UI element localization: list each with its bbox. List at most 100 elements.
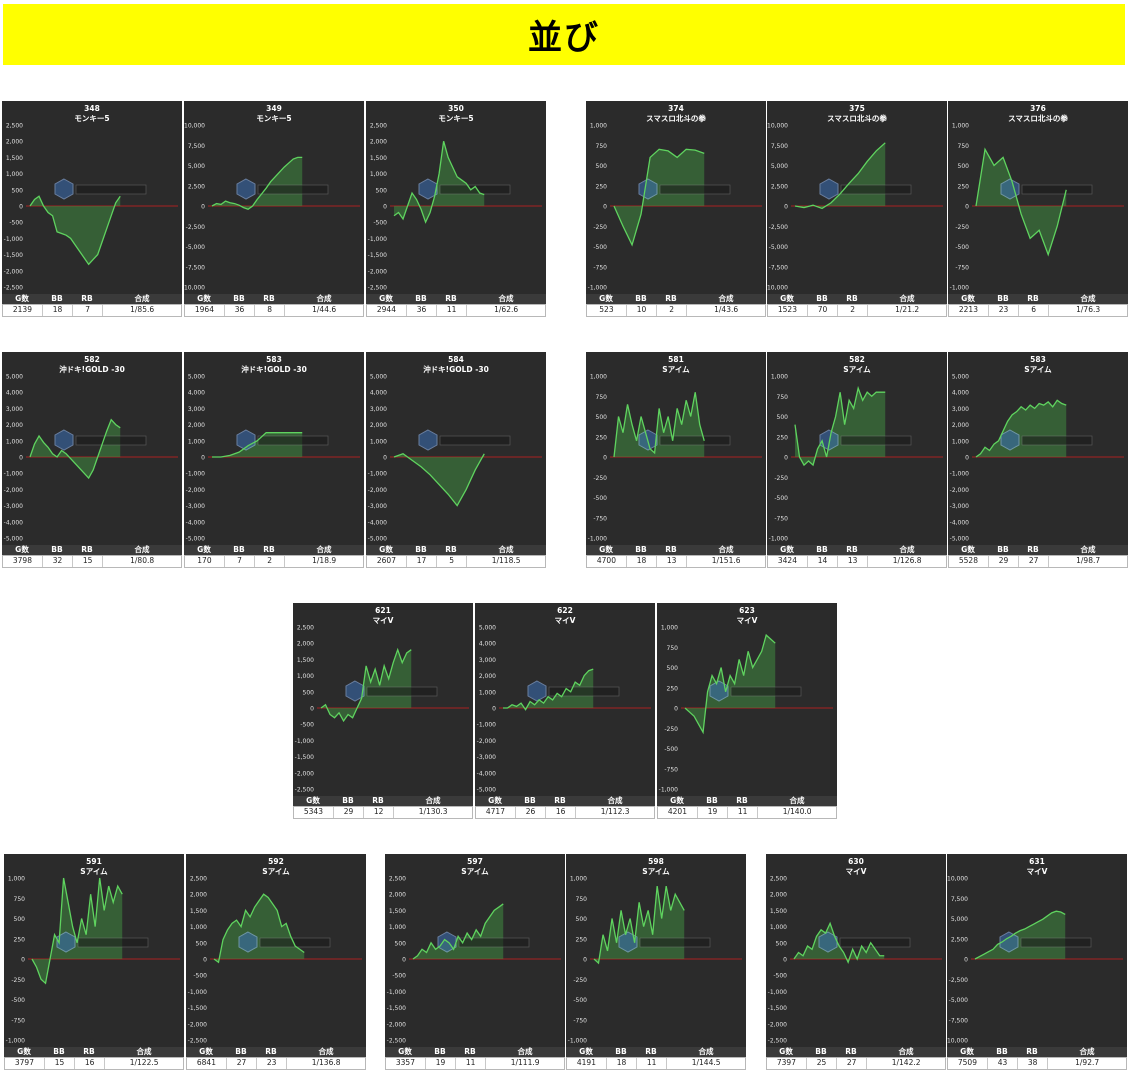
y-tick-label: -1,000 <box>588 285 608 292</box>
chart-panel-582: 582 沖ドキ!GOLD -30 5,000 4,000 3,000 2,000 1,000… <box>2 352 182 568</box>
chart-panel-598: 598 Sアイム 1,000 750 500 250 0 -250 -500 -750 -1,000… <box>566 854 746 1070</box>
rb-header: RB <box>445 294 457 303</box>
y-tick-label: -2,000 <box>186 487 206 494</box>
chart-panel-597: 597 Sアイム 2,500 2,000 1,500 1,000 500 0 -500 -1,00… <box>385 854 565 1070</box>
y-tick-label: 2,000 <box>370 139 387 146</box>
series-line <box>213 893 305 964</box>
series-area <box>685 635 776 733</box>
machine-number: 582 <box>84 355 100 364</box>
y-tick-label: -2,500 <box>387 1038 407 1045</box>
series-line <box>593 885 685 965</box>
chart-panel-583: 583 沖ドキ!GOLD -30 5,000 4,000 3,000 2,000 1,000… <box>184 352 364 568</box>
y-tick-label: -2,500 <box>186 224 206 231</box>
chart-plot-area: 583 Sアイム 5,000 4,000 3,000 2,000 1,000 0 -1,000 -… <box>948 352 1128 545</box>
chart-panel-375: 375 スマスロ北斗の拳 10,000 7,500 5,000 2,500 0 -2,500 -… <box>767 101 947 317</box>
y-tick-label: -1,000 <box>6 1038 26 1045</box>
y-tick-label: 0 <box>201 204 205 211</box>
y-tick-label: 250 <box>958 183 970 190</box>
y-tick-label: -5,000 <box>186 244 206 251</box>
rb-value: 11 <box>637 1058 668 1069</box>
machine-number: 583 <box>266 355 282 364</box>
y-tick-label: 1,000 <box>479 689 496 696</box>
stats-value-row: 3357 19 11 1/111.9 <box>385 1057 565 1070</box>
bb-header: BB <box>342 796 354 805</box>
chart-panel-350: 350 モンキー5 2,500 2,000 1,500 1,000 500 0 -500 -1,0… <box>366 101 546 317</box>
rb-value: 7 <box>73 305 104 316</box>
y-tick-label: 500 <box>395 940 407 947</box>
chart-svg: 10,000 7,500 5,000 2,500 0 -2,500 -5,000 -7,500… <box>767 123 943 292</box>
chart-panel-584: 584 沖ドキ!GOLD -30 5,000 4,000 3,000 2,000 1,000… <box>366 352 546 568</box>
chart-panel-348: 348 モンキー5 2,500 2,000 1,500 1,000 500 0 -500 -1,0… <box>2 101 182 317</box>
y-tick-label: 5,000 <box>6 374 23 381</box>
machine-number: 349 <box>266 104 282 113</box>
total-header: 合成 <box>1080 545 1096 554</box>
y-tick-label: 1,500 <box>370 155 387 162</box>
series-line <box>503 668 594 711</box>
y-tick-label: 3,000 <box>370 406 387 413</box>
chart-svg: 2,500 2,000 1,500 1,000 500 0 -500 -1,000 -1,500… <box>368 123 542 292</box>
y-tick-label: 1,500 <box>770 908 787 915</box>
y-tick-label: -750 <box>774 515 788 522</box>
rb-value: 38 <box>1018 1058 1049 1069</box>
y-tick-label: -500 <box>300 722 314 729</box>
chart-plot-area: 375 スマスロ北斗の拳 10,000 7,500 5,000 2,500 0 -2,500 -… <box>767 101 947 294</box>
games-value: 2944 <box>367 305 407 316</box>
games-value: 2607 <box>367 556 407 567</box>
bb-value: 25 <box>807 1058 838 1069</box>
chart-panel-621: 621 マイV 2,500 2,000 1,500 1,000 500 0 -500 -1,000… <box>293 603 473 819</box>
y-tick-label: 0 <box>383 204 387 211</box>
y-tick-label: -2,500 <box>368 285 388 292</box>
y-tick-label: -2,000 <box>950 487 970 494</box>
rb-header: RB <box>445 545 457 554</box>
stats-header-row: G数 BB RB 合成 <box>948 545 1128 555</box>
y-tick-label: -500 <box>773 973 787 980</box>
games-value: 2213 <box>949 305 989 316</box>
games-value: 4700 <box>587 556 627 567</box>
machine-number: 591 <box>86 857 102 866</box>
y-tick-label: 1,000 <box>190 924 207 931</box>
y-tick-label: 500 <box>958 163 970 170</box>
watermark-logo <box>527 680 620 702</box>
games-header: G数 <box>379 545 393 554</box>
y-tick-label: -1,000 <box>4 471 24 478</box>
y-tick-label: -500 <box>9 220 23 227</box>
y-tick-label: -7,500 <box>186 264 206 271</box>
chart-panel-592: 592 Sアイム 2,500 2,000 1,500 1,000 500 0 -500 -1,00… <box>186 854 366 1070</box>
y-tick-label: 1,000 <box>6 171 23 178</box>
y-tick-label: 750 <box>667 645 679 652</box>
y-tick-label: 500 <box>376 187 388 194</box>
y-tick-label: -2,000 <box>4 268 24 275</box>
bb-header: BB <box>615 1047 627 1056</box>
games-header: G数 <box>780 545 794 554</box>
y-tick-label: 500 <box>667 665 679 672</box>
y-tick-label: 1,000 <box>952 123 969 130</box>
y-tick-label: -750 <box>11 1017 25 1024</box>
chart-plot-area: 623 マイV 1,000 750 500 250 0 -250 -500 -750 -1,000 <box>657 603 837 796</box>
series-area <box>413 903 504 959</box>
y-tick-label: -5,000 <box>368 536 388 543</box>
y-tick-label: 2,500 <box>6 123 23 130</box>
y-tick-label: -1,000 <box>368 236 388 243</box>
y-tick-label: 1,000 <box>570 876 587 883</box>
chart-plot-area: 584 沖ドキ!GOLD -30 5,000 4,000 3,000 2,000 1,000… <box>366 352 546 545</box>
rb-value: 27 <box>1019 556 1050 567</box>
y-tick-label: -500 <box>774 495 788 502</box>
y-tick-label: 1,000 <box>297 673 314 680</box>
rb-header: RB <box>464 1047 476 1056</box>
machine-name: Sアイム <box>662 365 690 374</box>
y-tick-label: -250 <box>774 475 788 482</box>
series-line <box>613 148 705 247</box>
chart-panel-583: 583 Sアイム 5,000 4,000 3,000 2,000 1,000 0 -1,000 -… <box>948 352 1128 568</box>
series-area <box>795 142 886 209</box>
chart-svg: 5,000 4,000 3,000 2,000 1,000 0 -1,000 -2,000 -3… <box>4 374 178 543</box>
series-line <box>684 633 776 735</box>
rb-header: RB <box>845 1047 857 1056</box>
chart-plot-area: 374 スマスロ北斗の拳 1,000 750 500 250 0 -250 -500 -750 -1… <box>586 101 766 294</box>
stats-value-row: 6841 27 23 1/136.8 <box>186 1057 366 1070</box>
y-tick-label: -1,000 <box>769 536 789 543</box>
y-tick-label: 2,000 <box>370 422 387 429</box>
bb-header: BB <box>997 545 1009 554</box>
machine-number: 622 <box>557 606 573 615</box>
games-value: 3798 <box>3 556 43 567</box>
chart-panel-376: 376 スマスロ北斗の拳 1,000 750 500 250 0 -250 -500 -750 -1… <box>948 101 1128 317</box>
